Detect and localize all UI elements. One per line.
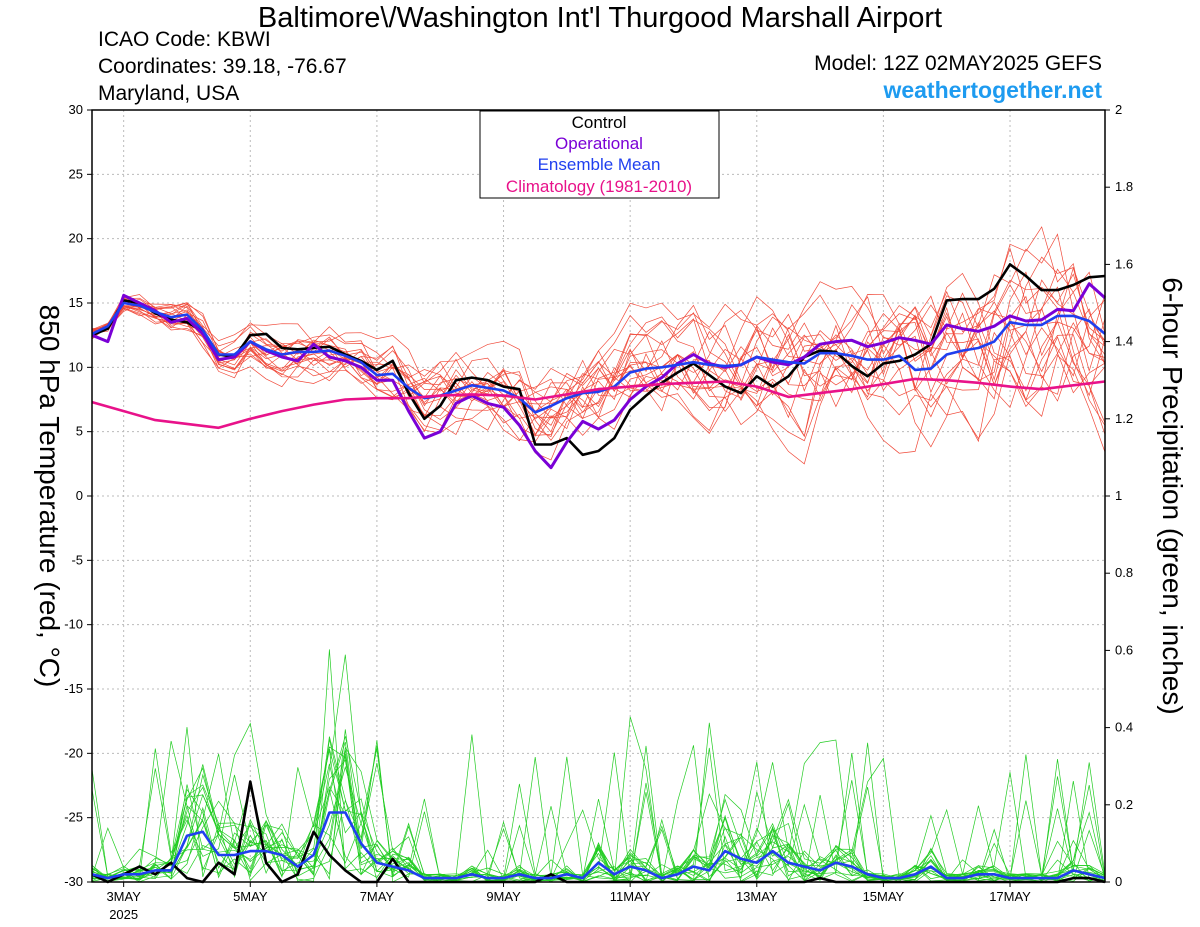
operational-temp-line — [91, 282, 1107, 470]
y-tick-label: -20 — [64, 745, 83, 760]
y2-tick-label: 1.2 — [1115, 411, 1133, 426]
control-temp-line — [91, 263, 1106, 457]
y2-tick-label: 1.8 — [1115, 179, 1133, 194]
legend-box — [479, 110, 720, 199]
site-link[interactable]: weathertogether.net — [883, 77, 1102, 103]
temp-member-line — [91, 266, 1106, 461]
y2-tick-label: 0.8 — [1115, 565, 1133, 580]
legend-climatology: Climatology (1981-2010) — [506, 177, 692, 196]
y2-axis-label: 6-hour Precipitation (green, inches) — [1157, 277, 1188, 714]
y2-tick-label: 0.4 — [1115, 720, 1133, 735]
temp-member-line — [91, 247, 1106, 465]
y-tick-label: -30 — [64, 874, 83, 889]
y2-tick-label: 0 — [1115, 874, 1122, 889]
y-tick-label: 5 — [76, 424, 83, 439]
temp-member-line — [91, 226, 1106, 442]
region: Maryland, USA — [98, 82, 240, 105]
tick-labels: 302520151050-5-10-15-20-25-3021.81.61.41… — [64, 102, 1133, 922]
y2-tick-label: 1 — [1115, 488, 1122, 503]
precip-member-line — [91, 649, 1106, 883]
ensemble-mean-temp-line — [91, 301, 1106, 414]
precip-member-line — [91, 763, 1106, 883]
y-tick-label: 15 — [69, 295, 83, 310]
y-tick-label: 20 — [69, 231, 83, 246]
temp-member-line — [91, 295, 1106, 436]
temp-member-line — [91, 271, 1106, 443]
chart-title: Baltimore\/Washington Int'l Thurgood Mar… — [257, 2, 943, 34]
temp-member-line — [91, 295, 1106, 424]
climatology-temp-line — [91, 377, 1106, 430]
y-axis-label: 850 hPa Temperature (red, °C) — [34, 305, 65, 688]
legend: Control Operational Ensemble Mean Climat… — [479, 110, 720, 199]
y-tick-label: 30 — [69, 102, 83, 117]
y-tick-label: -15 — [64, 681, 83, 696]
temp-member-line — [91, 233, 1106, 441]
x-tick-label: 7MAY — [360, 889, 395, 904]
gridlines — [92, 110, 1105, 882]
x-tick-label: 3MAY — [106, 889, 141, 904]
y2-tick-label: 1.6 — [1115, 256, 1133, 271]
y2-tick-label: 0.2 — [1115, 797, 1133, 812]
temp-member-line — [91, 302, 1106, 431]
x-tick-year: 2025 — [109, 907, 138, 922]
legend-ensemble-mean: Ensemble Mean — [538, 155, 661, 174]
ensemble-mean-precip-line — [91, 811, 1106, 880]
temp-member-line — [91, 292, 1106, 436]
precip-member-line — [91, 736, 1106, 883]
temp-member-line — [91, 302, 1106, 419]
y-tick-label: 10 — [69, 359, 83, 374]
y2-tick-label: 2 — [1115, 102, 1122, 117]
icao-code: ICAO Code: KBWI — [98, 28, 271, 51]
coordinates: Coordinates: 39.18, -76.67 — [98, 55, 347, 78]
x-tick-label: 13MAY — [736, 889, 778, 904]
legend-operational: Operational — [555, 134, 643, 153]
x-tick-label: 9MAY — [486, 889, 521, 904]
legend-control: Control — [572, 113, 627, 132]
y-tick-label: -5 — [71, 552, 83, 567]
y-tick-label: 25 — [69, 166, 83, 181]
y-tick-label: 0 — [76, 488, 83, 503]
precip-member-line — [91, 722, 1106, 883]
x-tick-label: 11MAY — [610, 889, 651, 904]
y-tick-label: -25 — [64, 810, 83, 825]
model-run: Model: 12Z 02MAY2025 GEFS — [814, 52, 1102, 75]
x-tick-label: 5MAY — [233, 889, 268, 904]
temp-member-line — [91, 268, 1106, 437]
temp-member-line — [91, 256, 1106, 434]
y2-tick-label: 0.6 — [1115, 642, 1133, 657]
y-tick-label: -10 — [64, 617, 83, 632]
y2-tick-label: 1.4 — [1115, 334, 1133, 349]
x-tick-label: 17MAY — [989, 889, 1031, 904]
precip-member-line — [91, 722, 1106, 883]
temp-member-line — [91, 306, 1106, 454]
temp-member-line — [91, 299, 1106, 448]
plot-frame — [91, 109, 1106, 883]
x-tick-label: 15MAY — [863, 889, 905, 904]
